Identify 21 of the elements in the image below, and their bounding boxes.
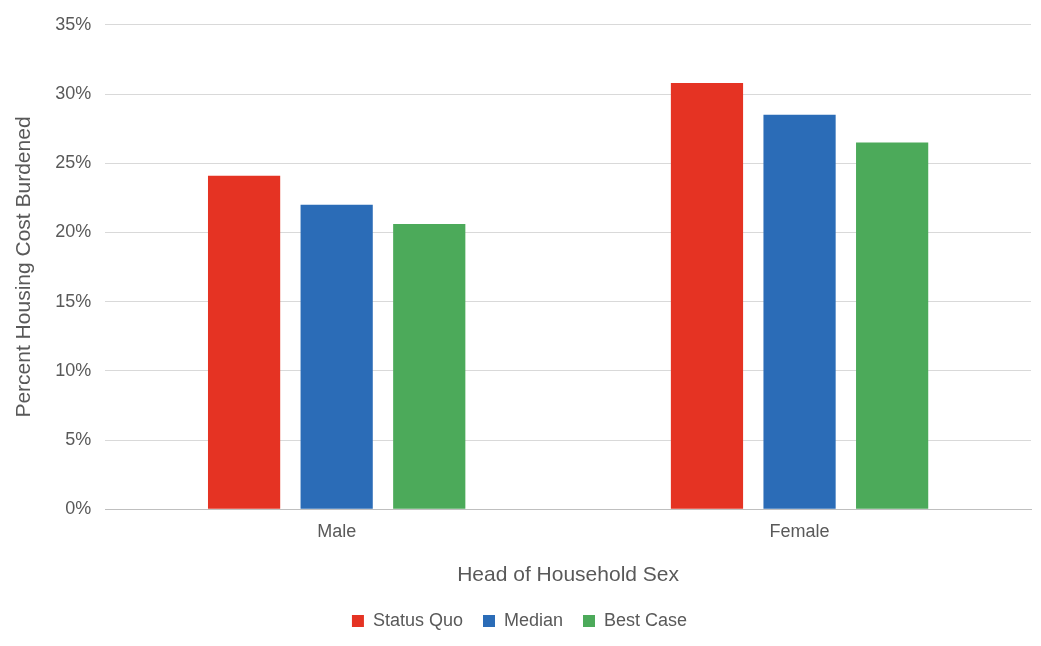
y-tick-label: 30% (55, 82, 92, 103)
x-tick-label: Female (769, 520, 830, 541)
bar (670, 82, 744, 509)
y-tick-label: 10% (55, 359, 92, 380)
bar (856, 142, 929, 509)
y-tick-label: 20% (55, 221, 92, 242)
y-axis-title: Percent Housing Cost Burdened (11, 116, 35, 418)
bar (300, 204, 373, 509)
y-tick-label: 25% (55, 152, 92, 173)
y-tick-label: 5% (65, 428, 92, 449)
legend-label: Median (503, 609, 564, 630)
x-axis-title: Head of Household Sex (457, 562, 680, 586)
x-tick-label: Male (317, 520, 357, 541)
legend-label: Status Quo (372, 609, 463, 630)
legend-label: Best Case (604, 609, 688, 630)
y-tick-label: 35% (55, 13, 92, 34)
y-tick-label: 15% (55, 290, 92, 311)
bar (393, 224, 466, 509)
bar (763, 114, 836, 509)
y-tick-label: 0% (65, 498, 92, 519)
bar (207, 175, 281, 509)
